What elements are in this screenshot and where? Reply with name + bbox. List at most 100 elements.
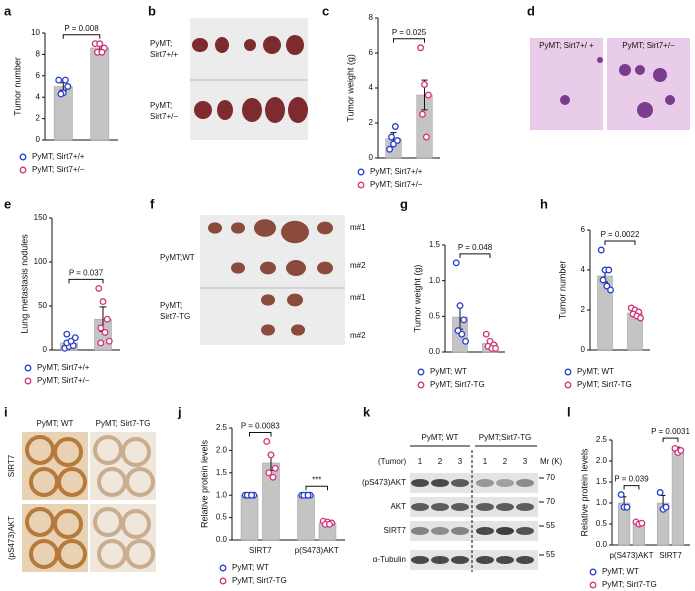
row-label: AKT — [390, 502, 406, 511]
tumor — [287, 293, 303, 307]
legend-marker — [564, 381, 572, 389]
tumor — [254, 219, 276, 237]
marker-label: 55 — [546, 550, 555, 559]
tumor — [265, 97, 285, 123]
group-label: PyMT; WT — [422, 433, 459, 442]
band — [516, 479, 534, 487]
x-tick-label: SIRT7 — [659, 551, 682, 560]
significance-bracket — [68, 278, 104, 284]
data-point — [456, 302, 464, 310]
band — [431, 527, 449, 535]
significance-bracket — [393, 38, 425, 43]
row-label: PyMT; — [150, 101, 172, 110]
legend-label: PyMT; Sirt7+/− — [37, 376, 90, 385]
legend-label: PyMT; Sirt7-TG — [232, 576, 287, 585]
y-tick-label: 150 — [34, 213, 48, 222]
blot — [410, 497, 538, 517]
y-tick-label: 1.0 — [429, 276, 441, 285]
group-label: Sirt7-TG — [160, 312, 190, 321]
data-point — [103, 315, 111, 323]
panel-letter: g — [400, 196, 408, 211]
significance-bracket — [305, 485, 328, 491]
band — [451, 479, 469, 487]
band — [451, 527, 469, 535]
blot — [410, 473, 538, 493]
tumor — [263, 36, 281, 54]
y-tick-label: 4 — [581, 265, 586, 274]
tumor — [317, 261, 333, 275]
panel-letter: b — [148, 3, 156, 18]
tumor — [192, 38, 208, 52]
data-point — [603, 282, 611, 290]
y-tick-label: 0.0 — [429, 347, 441, 356]
data-point — [492, 344, 499, 352]
y-tick-label: 0 — [36, 135, 41, 144]
data-point — [458, 330, 466, 338]
legend-marker — [219, 564, 227, 572]
data-point — [265, 469, 273, 477]
data-point — [304, 491, 312, 499]
y-tick-label: 0.0 — [596, 540, 608, 549]
y-tick-label: 1.5 — [216, 468, 228, 477]
band — [496, 527, 514, 535]
tumor — [194, 101, 212, 119]
data-point — [63, 330, 71, 338]
legend-label: PyMT; WT — [602, 567, 639, 576]
data-point — [57, 90, 65, 98]
y-tick-label: 1.5 — [429, 240, 441, 249]
data-point — [617, 491, 625, 499]
tumor — [215, 37, 229, 53]
tumor — [231, 262, 245, 274]
data-point — [97, 339, 105, 347]
row-label: SIRT7 — [7, 454, 16, 477]
tissue — [93, 435, 123, 465]
data-point — [95, 284, 103, 292]
y-tick-label: 0 — [43, 345, 48, 354]
tumor — [260, 261, 276, 275]
data-point — [269, 473, 277, 481]
significance-bracket — [62, 34, 101, 39]
marker-label: 70 — [546, 473, 555, 482]
data-point — [422, 133, 430, 141]
data-point — [677, 447, 685, 454]
panel-letter: l — [567, 404, 571, 419]
row-label: α-Tubulin — [373, 555, 406, 564]
band — [476, 527, 494, 535]
nodule — [619, 64, 631, 76]
tissue — [53, 509, 83, 539]
legend-label: PyMT; Sirt7-TG — [430, 380, 485, 389]
x-tick-label: p(S473)AKT — [295, 546, 339, 555]
y-tick-label: 2.5 — [216, 423, 228, 432]
photo — [190, 18, 308, 140]
tumor — [231, 222, 245, 234]
data-point — [638, 519, 646, 527]
tumor — [317, 221, 333, 235]
y-tick-label: 1.0 — [216, 490, 228, 499]
data-point — [98, 48, 106, 56]
row-label: Sirt7+/+ — [150, 50, 178, 59]
tissue — [57, 539, 87, 569]
data-point — [96, 40, 104, 48]
data-point — [267, 451, 275, 459]
data-point — [97, 324, 105, 332]
band — [496, 503, 514, 511]
y-tick-label: 2 — [581, 305, 586, 314]
band — [451, 556, 469, 564]
data-point — [105, 337, 113, 345]
tumor — [242, 98, 262, 122]
y-tick-label: 1.0 — [596, 498, 608, 507]
legend-label: PyMT; Sirt7+/+ — [370, 167, 423, 176]
band — [476, 479, 494, 487]
nodule — [560, 95, 570, 105]
legend-marker — [357, 168, 365, 176]
data-point — [101, 328, 109, 336]
panel-letter: h — [540, 196, 548, 211]
legend-label: PyMT; WT — [430, 367, 467, 376]
row-label: PyMT; — [150, 39, 172, 48]
lane-label: 1 — [483, 457, 488, 466]
row-label: SIRT7 — [383, 526, 406, 535]
band — [411, 527, 429, 535]
y-tick-label: 0.5 — [429, 311, 441, 320]
tissue — [53, 437, 83, 467]
legend-label: PyMT; Sirt7-TG — [602, 580, 657, 589]
